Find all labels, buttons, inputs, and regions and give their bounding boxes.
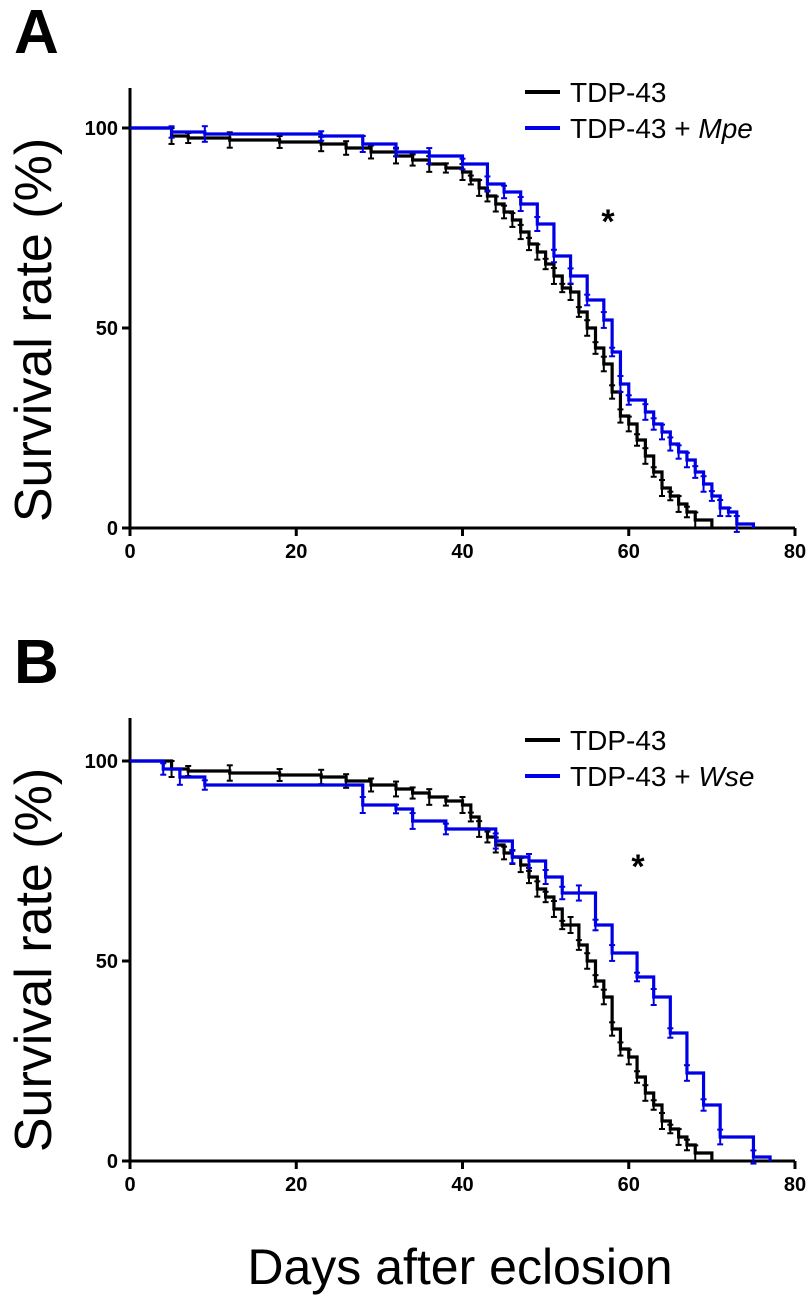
legend-label: TDP-43 + Wse	[570, 761, 754, 792]
x-tick-label: 80	[784, 541, 806, 563]
x-tick-label: 80	[784, 1174, 806, 1196]
x-axis-label: Days after eclosion	[247, 1239, 673, 1295]
x-tick-label: 0	[124, 541, 135, 563]
survival-curve-1	[130, 759, 772, 1161]
significance-star: *	[631, 848, 645, 886]
x-tick-label: 60	[618, 1174, 640, 1196]
survival-curve-0	[130, 126, 714, 528]
panel-a: A Survival rate (%) 0 20 40 60 80 0 50 100 TDP-4…	[0, 0, 812, 600]
legend-label: TDP-43 + Mpe	[570, 113, 753, 144]
x-tick-label: 40	[451, 541, 473, 563]
legend-label: TDP-43	[570, 725, 666, 756]
y-tick-label: 50	[96, 951, 118, 973]
x-tick-label: 0	[124, 1174, 135, 1196]
survival-chart-b: 0 20 40 60 80 0 50 100 TDP-43 TDP-43 + Wse *	[85, 718, 806, 1196]
survival-curve-1	[130, 126, 756, 528]
y-tick-label: 100	[85, 751, 118, 773]
survival-chart-a: 0 20 40 60 80 0 50 100 TDP-43 TDP-43 + Mpe *	[85, 77, 807, 563]
panel-letter-a: A	[14, 0, 59, 67]
y-tick-label: 50	[96, 318, 118, 340]
panel-letter-b: B	[14, 628, 59, 697]
y-tick-label: 0	[107, 518, 118, 540]
x-tick-label: 60	[618, 541, 640, 563]
x-tick-label: 40	[451, 1174, 473, 1196]
y-tick-label: 0	[107, 1151, 118, 1173]
x-tick-label: 20	[285, 541, 307, 563]
legend-label: TDP-43	[570, 77, 666, 108]
panel-b: B Survival rate (%) 0 20 40 60 80 0 50 100 TDP-4…	[0, 628, 812, 1197]
x-tick-label: 20	[285, 1174, 307, 1196]
significance-star: *	[601, 203, 615, 241]
y-tick-label: 100	[85, 118, 118, 140]
